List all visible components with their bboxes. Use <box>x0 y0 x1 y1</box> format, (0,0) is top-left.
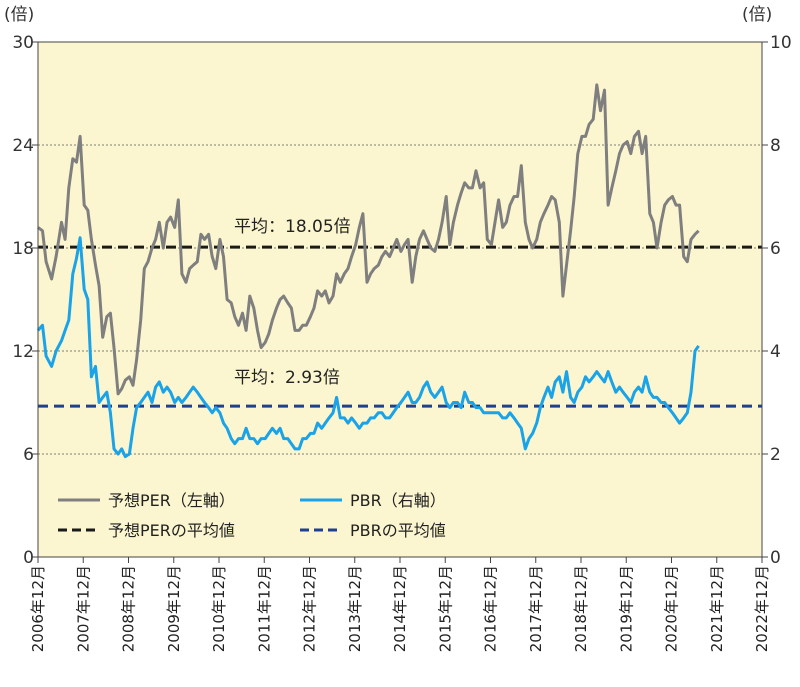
y-axis-right: 0 2 4 6 8 10 <box>762 33 792 568</box>
y-axis-left-unit: (倍) <box>4 5 34 25</box>
y-right-tick-label: 10 <box>770 33 792 53</box>
y-right-tick-label: 6 <box>770 239 781 259</box>
y-left-tick-label: 0 <box>23 548 34 568</box>
x-tick-label: 2014年12月 <box>391 565 409 652</box>
x-tick-label: 2017年12月 <box>527 565 545 652</box>
y-left-tick-label: 30 <box>12 33 34 53</box>
legend-label: 予想PER（左軸） <box>108 491 235 510</box>
x-tick-label: 2015年12月 <box>436 565 454 652</box>
x-tick-label: 2007年12月 <box>74 565 92 652</box>
legend-label: 予想PERの平均値 <box>108 521 235 540</box>
x-tick-label: 2020年12月 <box>663 565 681 652</box>
x-tick-label: 2012年12月 <box>301 565 319 652</box>
legend-label: PBRの平均値 <box>350 521 446 540</box>
x-axis: 2006年12月 2007年12月 2008年12月 2009年12月 2010年12月… <box>29 557 771 652</box>
y-left-tick-label: 12 <box>12 342 34 362</box>
y-axis-left: 0 6 12 18 24 30 <box>12 33 38 568</box>
average-label: 平均：2.93倍 <box>234 368 340 388</box>
legend-label: PBR（右軸） <box>350 491 446 510</box>
x-tick-label: 2021年12月 <box>708 565 726 652</box>
x-tick-label: 2009年12月 <box>165 565 183 652</box>
y-left-tick-label: 24 <box>12 136 34 156</box>
y-left-tick-label: 18 <box>12 239 34 259</box>
x-tick-label: 2018年12月 <box>572 565 590 652</box>
x-tick-label: 2022年12月 <box>753 565 771 652</box>
y-axis-right-unit: (倍) <box>742 5 772 25</box>
x-tick-label: 2010年12月 <box>210 565 228 652</box>
y-right-tick-label: 4 <box>770 342 781 362</box>
series-line <box>37 83 700 396</box>
y-right-tick-label: 0 <box>770 548 781 568</box>
x-tick-label: 2016年12月 <box>482 565 500 652</box>
plot-background <box>38 42 762 557</box>
average-label: 平均：18.05倍 <box>234 217 351 237</box>
series-line <box>36 236 700 459</box>
series-lines <box>36 83 700 459</box>
y-left-tick-label: 6 <box>23 445 34 465</box>
x-tick-label: 2008年12月 <box>120 565 138 652</box>
x-tick-label: 2006年12月 <box>29 565 47 652</box>
legend: 予想PER（左軸） PBR（右軸） 予想PERの平均値 PBRの平均値 <box>58 491 446 540</box>
x-tick-label: 2019年12月 <box>617 565 635 652</box>
x-tick-label: 2013年12月 <box>346 565 364 652</box>
y-right-tick-label: 8 <box>770 136 781 156</box>
x-tick-label: 2011年12月 <box>255 565 273 652</box>
y-right-tick-label: 2 <box>770 445 781 465</box>
